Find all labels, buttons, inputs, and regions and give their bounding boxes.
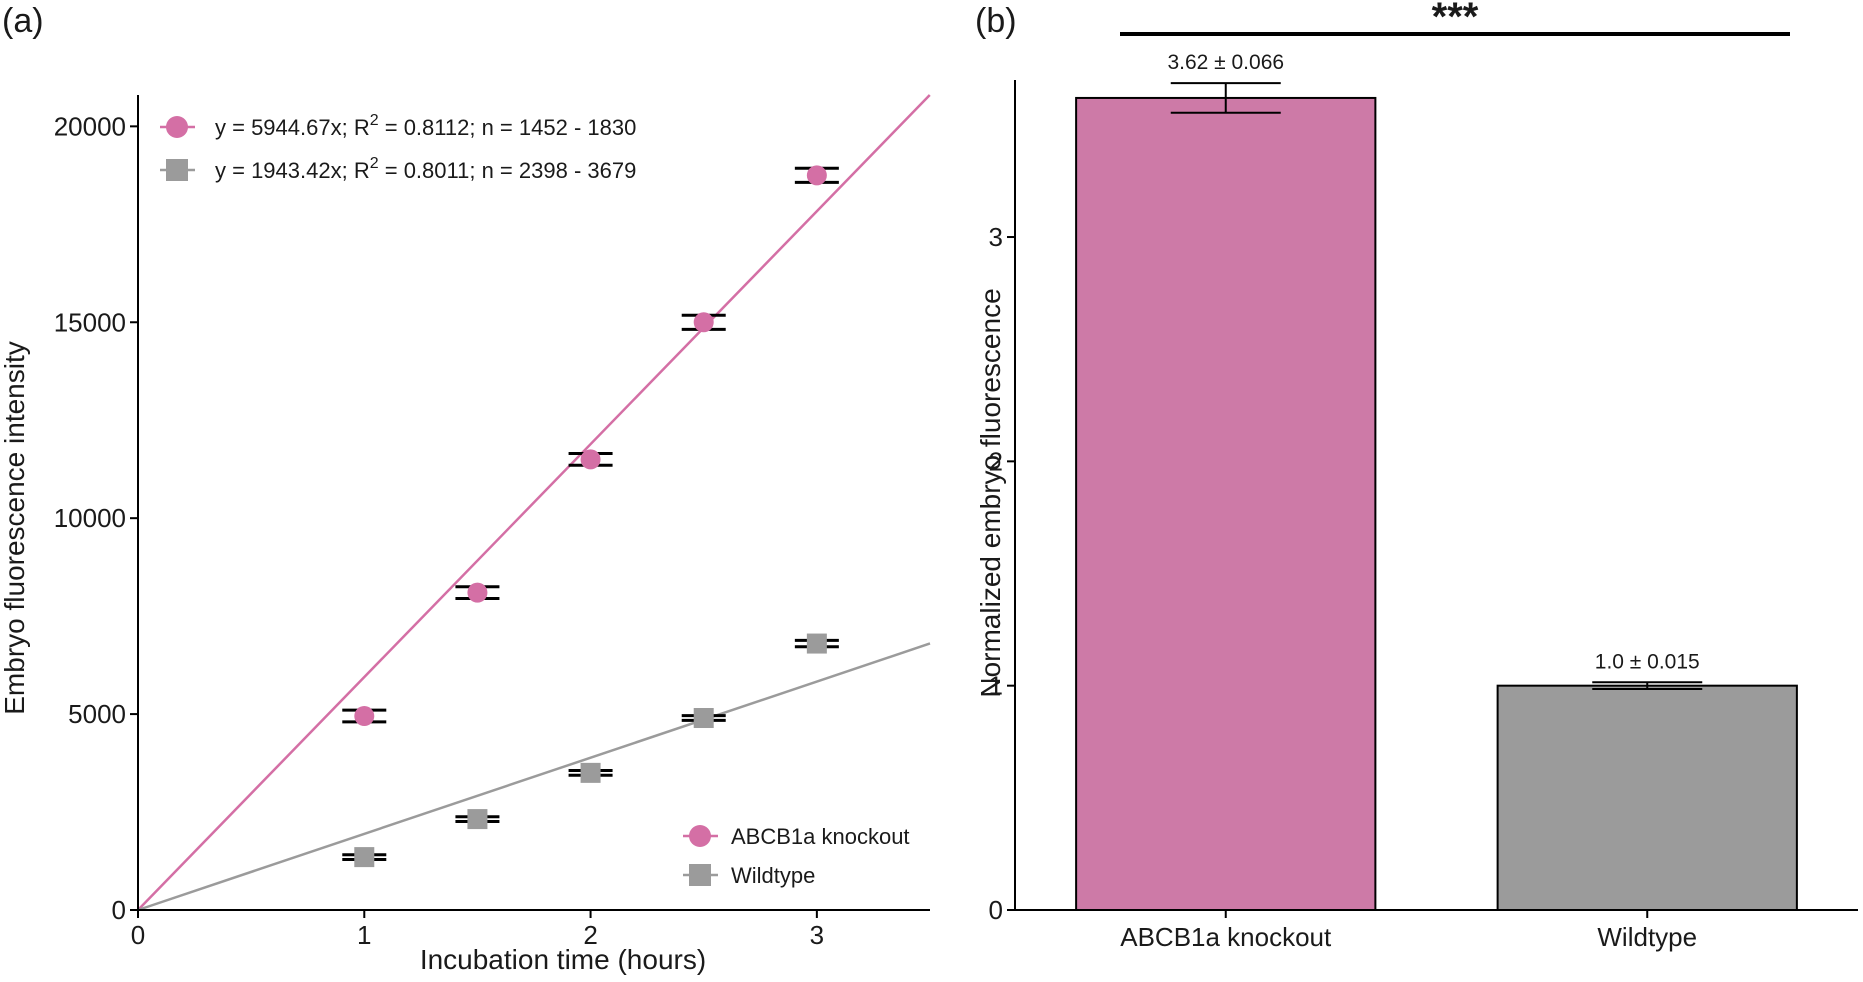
bar-value-label-knockout: 3.62 ± 0.066 [1167, 51, 1284, 74]
data-point-wildtype [806, 633, 827, 654]
y-tick-label: 15000 [54, 307, 126, 337]
panel-b-x-ticks: ABCB1a knockout Wildtype [1120, 910, 1697, 952]
fit-equation-text: y = 5944.67x; R [215, 115, 370, 140]
data-point-knockout [806, 165, 827, 186]
data-point-knockout [580, 449, 601, 470]
data-point-wildtype [693, 708, 714, 729]
legend-label-knockout: ABCB1a knockout [731, 824, 910, 849]
fit-equation-tail: = 0.8112; n = 1452 - 1830 [379, 115, 637, 140]
y-tick-label: 3 [989, 222, 1003, 252]
legend-label-wildtype: Wildtype [731, 863, 815, 888]
r-squared-superscript: 2 [370, 155, 379, 172]
panel-a-label: (a) [2, 2, 44, 40]
x-tick-label: 2 [583, 920, 597, 950]
legend-fit-equation-wildtype: y = 1943.42x; R2 = 0.8011; n = 2398 - 36… [215, 155, 636, 183]
fit-line-wildtype [137, 642, 931, 912]
panel-b-plot-area: 3.62 ± 0.066 1.0 ± 0.015 [1075, 51, 1798, 912]
data-point-wildtype [467, 809, 488, 830]
panel-b-bar-chart: (b) *** 3.62 ± 0.066 1.0 ± 0.015 ABCB1a k… [975, 0, 1858, 952]
data-point-knockout [693, 312, 714, 333]
legend-fit-equation-knockout: y = 5944.67x; R2 = 0.8112; n = 1452 - 18… [215, 112, 636, 140]
y-tick-label: 10000 [54, 503, 126, 533]
data-point-knockout [467, 582, 488, 603]
fit-equation-text: y = 1943.42x; R [215, 158, 370, 183]
significance-stars: *** [1432, 0, 1479, 39]
data-point-wildtype [580, 762, 601, 783]
panel-b-label: (b) [975, 2, 1017, 40]
y-tick-label: 1 [989, 671, 1003, 701]
panel-a-fit-legend: y = 5944.67x; R2 = 0.8112; n = 1452 - 18… [160, 112, 636, 183]
x-tick-label-wildtype: Wildtype [1597, 922, 1697, 952]
data-point-wildtype [354, 847, 375, 868]
y-tick-label: 20000 [54, 111, 126, 141]
panel-a-y-ticks: 0 5000 10000 15000 20000 [54, 111, 138, 925]
bar-knockout [1075, 96, 1377, 912]
fit-equation-tail: = 0.8011; n = 2398 - 3679 [379, 158, 637, 183]
x-tick-label: 0 [131, 920, 145, 950]
legend-marker-wildtype [166, 159, 188, 181]
y-tick-label: 0 [989, 895, 1003, 925]
x-tick-label: 1 [357, 920, 371, 950]
legend-marker-wildtype [689, 864, 711, 886]
panel-a-scatter-chart: (a) 0 1 2 3 0 5000 10000 15000 20000 Incubation… [0, 2, 931, 975]
panel-a-x-axis-label: Incubation time (hours) [420, 944, 706, 975]
x-tick-label: 3 [810, 920, 824, 950]
panel-a-x-ticks: 0 1 2 3 [131, 910, 824, 950]
legend-marker-knockout [166, 116, 188, 138]
y-tick-label: 0 [112, 895, 126, 925]
r-squared-superscript: 2 [370, 112, 379, 129]
bar-wildtype [1496, 684, 1798, 911]
panel-a-plot-area [137, 94, 931, 912]
panel-b-y-ticks: 0 1 2 3 [989, 222, 1015, 925]
panel-a-series-legend: ABCB1a knockout Wildtype [683, 824, 910, 888]
x-tick-label-knockout: ABCB1a knockout [1120, 922, 1332, 952]
data-point-knockout [354, 706, 375, 727]
fit-line-knockout [137, 94, 931, 911]
panel-a-y-axis-label: Embryo fluorescence intensity [0, 341, 30, 715]
panel-b-y-axis-label: Normalized embryo fluorescence [975, 288, 1006, 697]
legend-marker-knockout [689, 825, 711, 847]
y-tick-label: 2 [989, 446, 1003, 476]
y-tick-label: 5000 [68, 699, 126, 729]
bar-value-label-wildtype: 1.0 ± 0.015 [1595, 650, 1700, 673]
